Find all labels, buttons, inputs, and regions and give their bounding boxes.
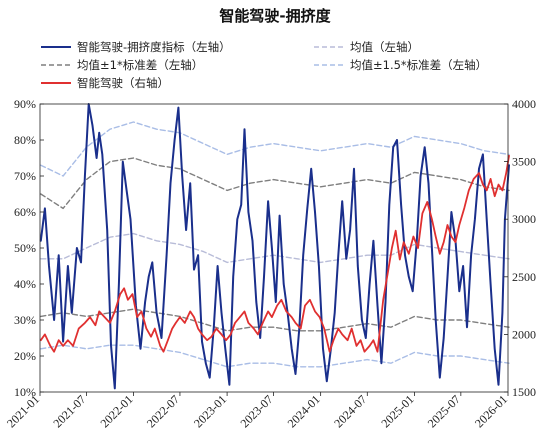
legend: 智能驾驶-拥挤度指标（左轴） 均值（左轴） 均值±1*标准差（左轴） 均值±1.… [41,40,487,90]
legend-label-crowding-index: 智能驾驶-拥挤度指标（左轴） [77,40,231,54]
legend-item-crowding-index: 智能驾驶-拥挤度指标（左轴） [41,40,231,54]
legend-item-mean-1std: 均值±1*标准差（左轴） [41,58,203,72]
plot-area [39,103,510,390]
left-tick-label: 90% [14,97,36,111]
left-tick-label: 20% [14,349,36,363]
right-tick-label: 1500 [512,385,536,399]
left-tick-label: 10% [14,385,36,399]
legend-item-mean: 均值（左轴） [314,40,419,54]
x-tick-label: 2024-01 [285,392,323,430]
left-tick-label: 70% [14,169,36,183]
x-tick-label: 2025-01 [378,392,416,430]
mean-minus-1.5std-line [40,344,510,368]
x-tick-label: 2026-01 [472,392,510,430]
right-tick-label: 4000 [512,97,536,111]
left-tick-label: 40% [14,277,36,291]
x-tick-label: 2023-01 [191,392,229,430]
x-tick-label: 2022-07 [144,392,182,430]
smart-driving-line [39,154,510,353]
mean-minus-1std-line [40,308,510,332]
legend-item-mean-1.5std: 均值±1.5*标准差（左轴） [314,58,487,72]
left-tick-label: 50% [14,241,36,255]
x-tick-label: 2024-07 [331,392,369,430]
mean-plus-1.5std-line [40,121,510,177]
left-tick-label: 30% [14,313,36,327]
left-tick-label: 80% [14,133,36,147]
legend-label-mean: 均值（左轴） [350,40,419,54]
legend-label-mean-1.5std: 均值±1.5*标准差（左轴） [350,58,487,72]
right-tick-label: 2000 [512,327,536,341]
crowding-index-line [39,103,510,390]
right-tick-label: 3500 [512,155,536,169]
legend-item-smart-driving: 智能驾驶（右轴） [41,76,169,90]
mean-plus-1std-line [40,157,510,210]
x-tick-label: 2025-07 [425,392,463,430]
chart-title: 智能驾驶-拥挤度 [219,7,331,25]
mean-line [40,232,510,264]
left-tick-label: 60% [14,205,36,219]
x-tick-label: 2022-01 [97,392,135,430]
x-tick-label: 2023-07 [237,392,275,430]
axes: 10% 20% 30% 40% 50% 60% 70% 80% 90% 1500 2000 2500 3… [4,97,536,430]
x-tick-label: 2021-07 [50,392,88,430]
legend-label-smart-driving: 智能驾驶（右轴） [77,76,169,90]
legend-label-mean-1std: 均值±1*标准差（左轴） [77,58,203,72]
right-tick-label: 3000 [512,212,536,226]
right-tick-label: 2500 [512,270,536,284]
